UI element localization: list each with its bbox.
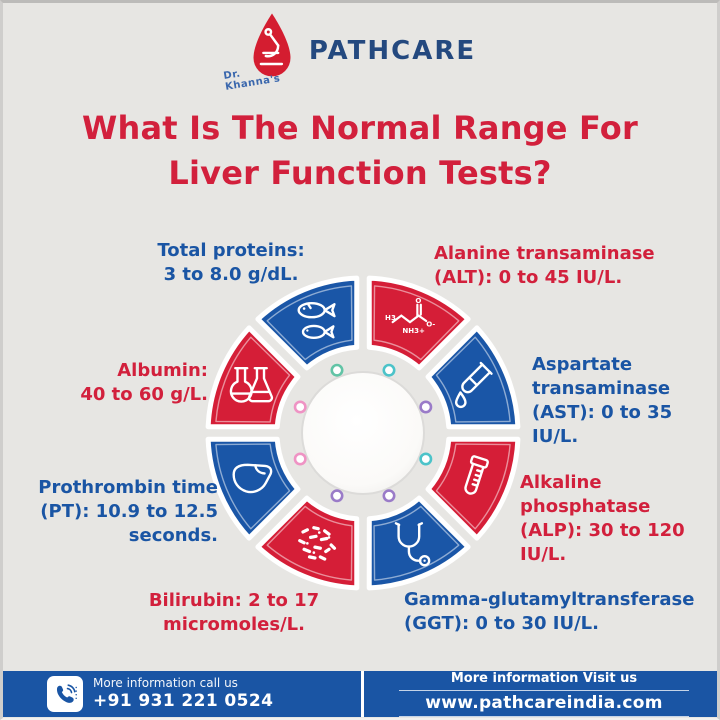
visit-caption: More information Visit us [399, 671, 689, 691]
brand-name: PATHCARE [308, 36, 477, 66]
website-url[interactable]: www.pathcareindia.com [399, 691, 689, 717]
label-ast: Aspartate transaminase (AST): 0 to 35 IU… [532, 354, 673, 448]
phone-number[interactable]: +91 931 221 0524 [93, 690, 274, 711]
segment-dot [382, 489, 396, 503]
label-ggt: Gamma-glutamyltransferase (GGT): 0 to 30… [404, 589, 695, 635]
label-prothrombin: Prothrombin time (PT): 10.9 to 12.5 seco… [38, 477, 218, 547]
label-total-proteins: Total proteins: 3 to 8.0 g/dL. [157, 240, 305, 286]
segment-dot [293, 452, 307, 466]
page-title: What Is The Normal Range For Liver Funct… [3, 106, 717, 197]
wheel-segment-alp [419, 436, 521, 541]
wheel-segment-ggt [366, 489, 471, 591]
title-line-2: Liver Function Tests? [168, 154, 552, 193]
footer-visit-section: More information Visit us www.pathcarein… [399, 671, 689, 717]
title-line-1: What Is The Normal Range For [82, 109, 638, 147]
footer-divider [361, 671, 364, 717]
wheel-center-circle [301, 371, 425, 495]
segment-dot [382, 363, 396, 377]
phone-badge [47, 676, 83, 712]
wheel-segment-pt [205, 436, 307, 541]
phone-icon [56, 684, 77, 703]
footer-call-section: More information call us +91 931 221 052… [47, 676, 273, 712]
label-alt: Alanine transaminase (ALT): 0 to 45 IU/L… [434, 243, 655, 289]
footer-call-text: More information call us +91 931 221 052… [93, 676, 273, 712]
liver-tests-wheel: H3 O O- NH3+ [205, 275, 521, 591]
call-caption: More information call us [93, 676, 238, 691]
segment-dot [419, 452, 433, 466]
segment-dot [330, 363, 344, 377]
microscope-icon [259, 28, 283, 66]
wheel-segment-alt [366, 275, 471, 377]
segment-dot [419, 400, 433, 414]
label-alp: Alkaline phosphatase (ALP): 30 to 120 IU… [520, 472, 685, 566]
wheel-segment-ast [419, 325, 521, 430]
blood-drop-icon [253, 13, 291, 77]
label-bilirubin: Bilirubin: 2 to 17 micromoles/L. [148, 590, 320, 636]
brand-logo: Dr. Khanna's PATHCARE [3, 11, 717, 93]
brand-tagline: Dr. Khanna's [222, 68, 281, 93]
wheel-segment-total-proteins [255, 275, 360, 377]
segment-dot [293, 400, 307, 414]
label-albumin: Albumin: 40 to 60 g/L. [80, 360, 208, 406]
segment-dot [330, 489, 344, 503]
footer-bar: More information call us +91 931 221 052… [3, 671, 717, 717]
blood-drop-logo-icon: Dr. Khanna's [223, 11, 300, 93]
wheel-segment-albumin [205, 325, 307, 430]
wheel-segment-bilirubin [255, 489, 360, 591]
